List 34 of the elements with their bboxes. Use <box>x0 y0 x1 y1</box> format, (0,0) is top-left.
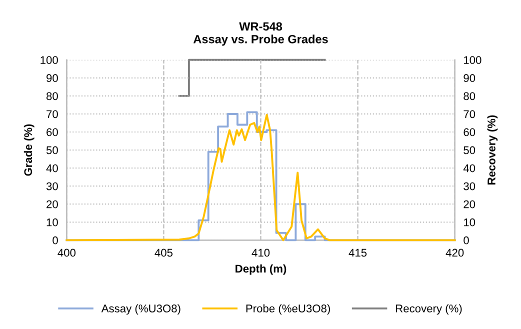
legend-label: Probe (%eU3O8) <box>246 304 330 315</box>
y2-tick-label: 80 <box>464 92 476 100</box>
x-tick-label: 400 <box>58 248 76 257</box>
x-axis-title: Depth (m) <box>236 264 286 275</box>
legend-label: Assay (%U3O8) <box>101 304 180 315</box>
y-tick-label: 90 <box>46 74 58 82</box>
y2-tick-label: 60 <box>464 128 476 136</box>
y-tick-label: 70 <box>46 110 58 118</box>
y-tick-label: 40 <box>46 164 58 172</box>
y-tick-label: 0 <box>52 236 58 244</box>
y2-tick-label: 0 <box>464 236 469 244</box>
y-tick-label: 50 <box>46 146 58 154</box>
y2-tick-label: 10 <box>464 218 476 226</box>
y2-axis-title: Recovery (%) <box>487 115 498 184</box>
y-axis-title: Grade (%) <box>24 124 34 176</box>
y2-tick-label: 100 <box>464 56 482 64</box>
legend-label: Recovery (%) <box>396 304 462 315</box>
y2-tick-label: 30 <box>464 182 476 190</box>
y2-tick-label: 70 <box>464 110 476 118</box>
y-tick-label: 100 <box>40 56 58 64</box>
y2-tick-label: 50 <box>464 146 476 154</box>
x-tick-label: 415 <box>348 248 367 257</box>
y-tick-label: 60 <box>46 128 58 136</box>
y2-tick-label: 40 <box>463 164 476 172</box>
x-tick-label: 420 <box>446 248 464 257</box>
x-tick-label: 410 <box>252 248 270 257</box>
chart-title: WR-548 Assay vs. Probe Grades <box>193 22 328 46</box>
y-tick-label: 10 <box>46 218 58 226</box>
y-tick-label: 30 <box>46 182 58 190</box>
x-tick-label: 405 <box>154 248 173 257</box>
y2-tick-label: 20 <box>464 200 476 208</box>
y-tick-label: 80 <box>46 92 58 100</box>
y2-tick-label: 90 <box>464 74 476 82</box>
y-tick-label: 20 <box>46 200 58 208</box>
